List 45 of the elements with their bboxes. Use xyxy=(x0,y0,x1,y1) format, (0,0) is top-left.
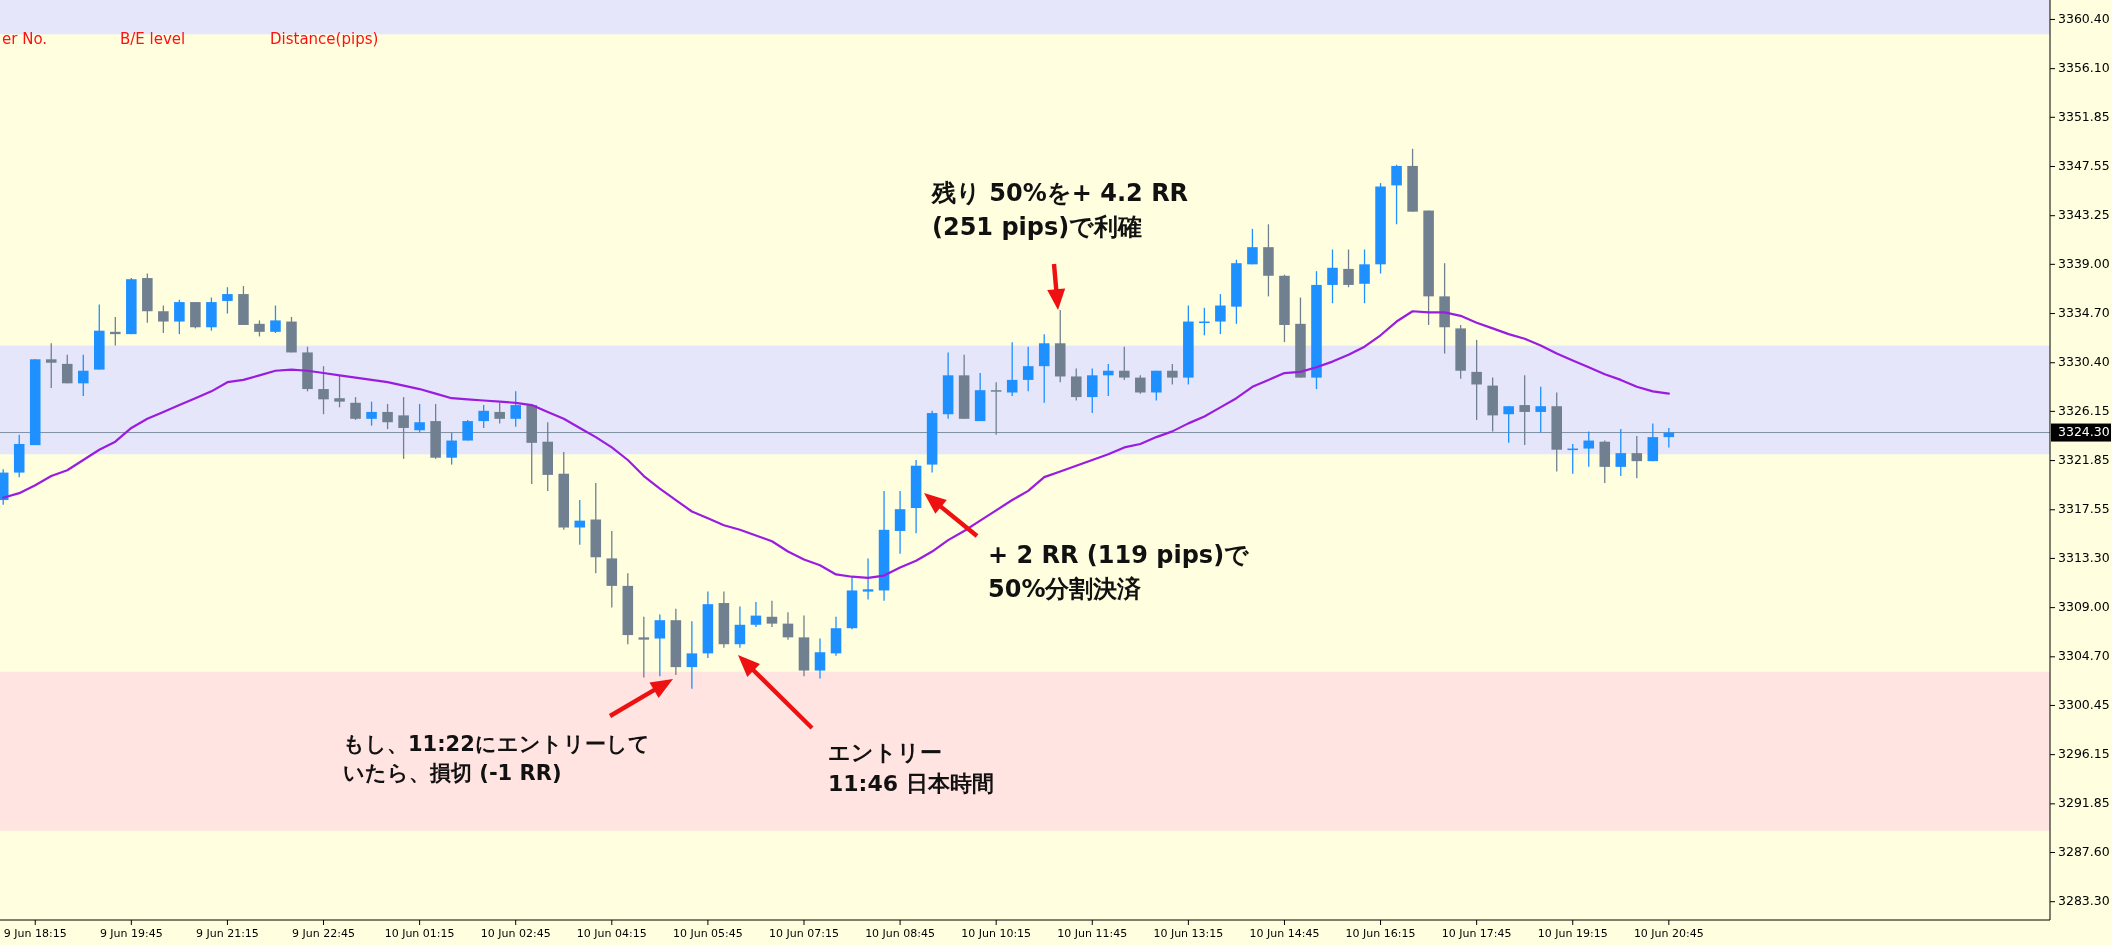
x-tick-label: 10 Jun 14:45 xyxy=(1249,927,1320,940)
annotation: Distance(pips) xyxy=(270,30,379,48)
x-tick-label: 9 Jun 22:45 xyxy=(292,927,355,940)
annotation: 残り 50%を+ 4.2 RR (251 pips)で利確 xyxy=(931,179,1189,241)
y-tick-label: 3339.00 xyxy=(2058,255,2110,271)
y-tick-label: 3291.85 xyxy=(2058,795,2110,811)
x-tick-label: 9 Jun 18:15 xyxy=(3,927,67,940)
x-tick-label: 10 Jun 02:45 xyxy=(480,927,551,940)
x-tick-label: 10 Jun 01:15 xyxy=(384,927,455,940)
annotation: B/E level xyxy=(120,30,186,48)
x-tick-label: 10 Jun 11:45 xyxy=(1057,927,1128,940)
y-tick-label: 3351.85 xyxy=(2058,108,2110,124)
y-tick-label: 3330.40 xyxy=(2058,354,2110,370)
x-tick-label: 10 Jun 07:15 xyxy=(769,927,839,940)
x-tick-label: 10 Jun 08:45 xyxy=(865,927,936,940)
y-tick-label: 3334.70 xyxy=(2058,305,2110,321)
x-tick-label: 10 Jun 16:15 xyxy=(1345,927,1416,940)
ref-line-label: 3324.30 xyxy=(2058,424,2110,440)
x-tick-label: 10 Jun 13:15 xyxy=(1153,927,1224,940)
x-tick-label: 10 Jun 04:15 xyxy=(576,927,647,940)
annotation: エントリー 11:46 日本時間 xyxy=(828,740,994,796)
x-tick-label: 10 Jun 10:15 xyxy=(961,927,1032,940)
y-tick-label: 3356.10 xyxy=(2058,60,2110,76)
y-tick-label: 3347.55 xyxy=(2058,157,2110,173)
annotation: + 2 RR (119 pips)で 50%分割決済 xyxy=(988,541,1251,603)
x-tick-label: 10 Jun 20:45 xyxy=(1633,927,1704,940)
annotation: もし、11:22にエントリーしていたら、損切 (-1 RR) xyxy=(343,732,650,786)
y-tick-label: 3343.25 xyxy=(2058,207,2110,223)
x-tick-label: 10 Jun 19:15 xyxy=(1537,927,1608,940)
y-tick-label: 3326.15 xyxy=(2058,402,2110,418)
x-tick-label: 9 Jun 19:45 xyxy=(99,927,163,940)
y-tick-label: 3300.45 xyxy=(2058,696,2110,712)
y-tick-label: 3287.60 xyxy=(2058,843,2110,859)
annotation: er No. xyxy=(2,30,48,48)
x-tick-label: 10 Jun 17:45 xyxy=(1441,927,1512,940)
y-tick-label: 3360.40 xyxy=(2058,10,2110,26)
y-tick-label: 3309.00 xyxy=(2058,599,2110,615)
y-tick-label: 3317.55 xyxy=(2058,501,2110,517)
y-tick-label: 3304.70 xyxy=(2058,648,2110,664)
y-tick-label: 3313.30 xyxy=(2058,549,2110,565)
x-tick-label: 10 Jun 05:45 xyxy=(672,927,743,940)
y-tick-label: 3283.30 xyxy=(2058,893,2110,909)
y-tick-label: 3296.15 xyxy=(2058,746,2110,762)
y-tick-label: 3321.85 xyxy=(2058,452,2110,468)
x-tick-label: 9 Jun 21:15 xyxy=(195,927,259,940)
